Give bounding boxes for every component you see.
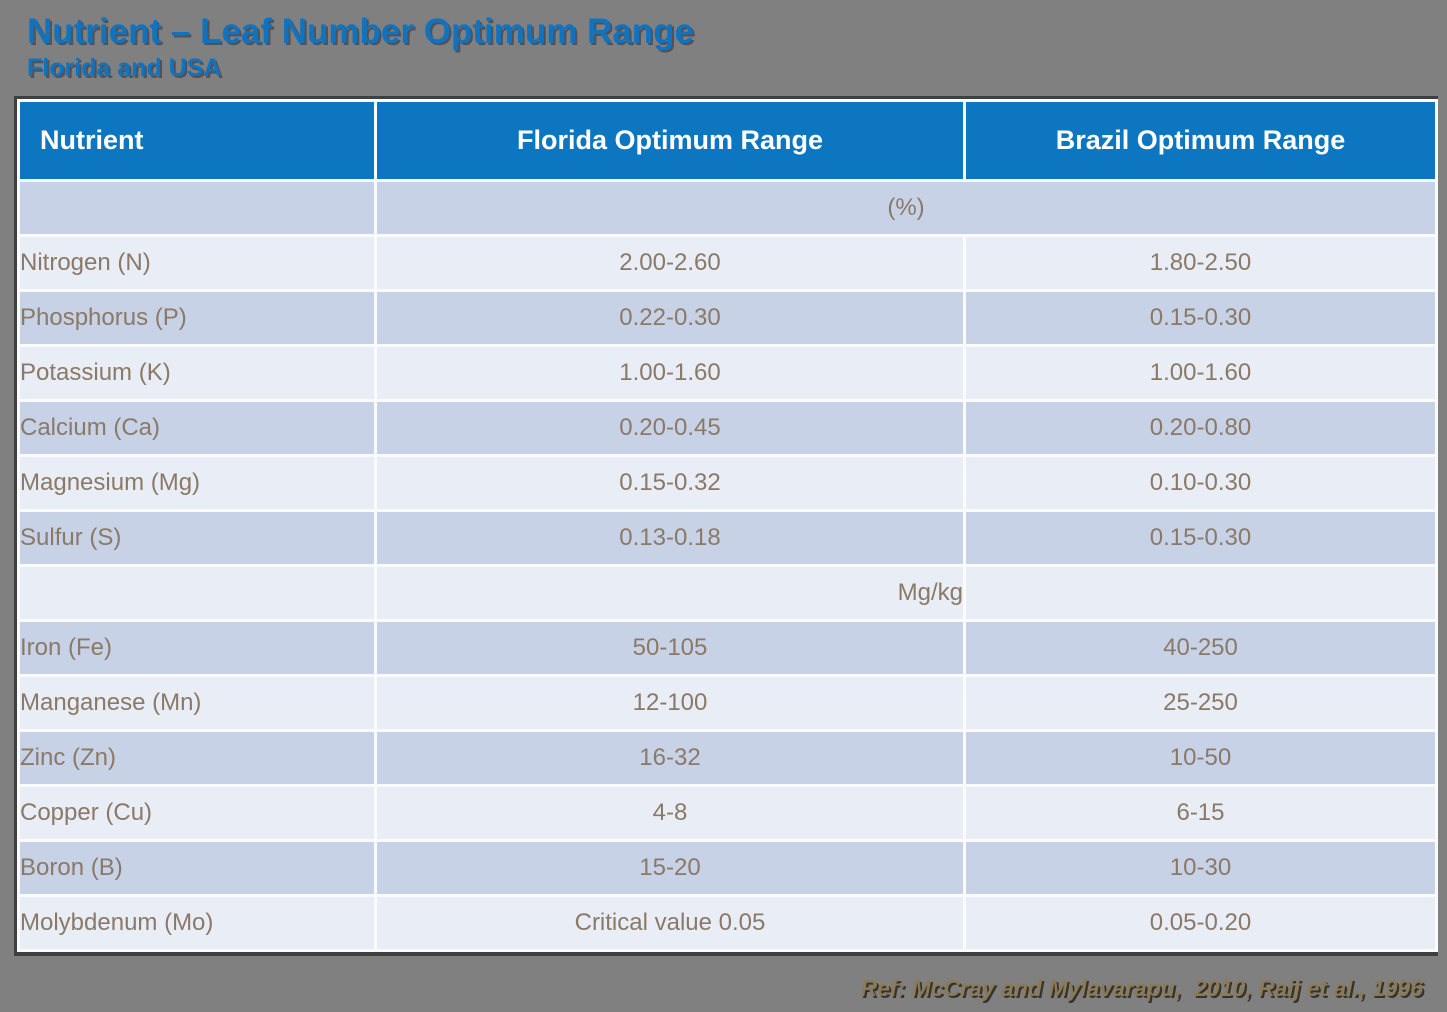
table-row: Zinc (Zn) 16-32 10-50	[20, 732, 1435, 784]
reference-text: Ref: McCray and Mylavarapu, 2010, Raij e…	[860, 975, 1423, 1001]
nutrient-table-body: (%) Nitrogen (N) 2.00-2.60 1.80-2.50 Phospho…	[20, 182, 1435, 949]
unit-label: Mg/kg	[377, 567, 963, 619]
unit-row: Mg/kg	[20, 567, 1435, 619]
title-block: Nutrient – Leaf Number Optimum Range Flo…	[27, 12, 694, 83]
nutrient-cell: Copper (Cu)	[20, 787, 374, 839]
nutrient-cell: Nitrogen (N)	[20, 237, 374, 289]
brazil-value-cell: 10-50	[966, 732, 1435, 784]
unit-row: (%)	[20, 182, 1435, 234]
florida-value-cell: 0.22-0.30	[377, 292, 963, 344]
nutrient-cell: Boron (B)	[20, 842, 374, 894]
brazil-value-cell: 6-15	[966, 787, 1435, 839]
empty-cell	[20, 567, 374, 619]
florida-value-cell: 0.13-0.18	[377, 512, 963, 564]
nutrient-cell: Potassium (K)	[20, 347, 374, 399]
florida-value-cell: 15-20	[377, 842, 963, 894]
brazil-value-cell: 1.00-1.60	[966, 347, 1435, 399]
brazil-value-cell: 0.15-0.30	[966, 292, 1435, 344]
table-row: Magnesium (Mg) 0.15-0.32 0.10-0.30	[20, 457, 1435, 509]
brazil-value-cell: 1.80-2.50	[966, 237, 1435, 289]
nutrient-cell: Manganese (Mn)	[20, 677, 374, 729]
col-header-brazil: Brazil Optimum Range	[966, 102, 1435, 179]
col-header-nutrient: Nutrient	[20, 102, 374, 179]
nutrient-cell: Magnesium (Mg)	[20, 457, 374, 509]
table-row: Manganese (Mn) 12-100 25-250	[20, 677, 1435, 729]
table-row: Calcium (Ca) 0.20-0.45 0.20-0.80	[20, 402, 1435, 454]
table-row: Phosphorus (P) 0.22-0.30 0.15-0.30	[20, 292, 1435, 344]
nutrient-cell: Calcium (Ca)	[20, 402, 374, 454]
nutrient-cell: Molybdenum (Mo)	[20, 897, 374, 949]
nutrient-cell: Phosphorus (P)	[20, 292, 374, 344]
empty-cell	[20, 182, 374, 234]
florida-value-cell: 16-32	[377, 732, 963, 784]
nutrient-cell: Zinc (Zn)	[20, 732, 374, 784]
nutrient-cell: Sulfur (S)	[20, 512, 374, 564]
nutrient-cell: Iron (Fe)	[20, 622, 374, 674]
unit-label: (%)	[377, 182, 1435, 234]
florida-value-cell: 0.20-0.45	[377, 402, 963, 454]
florida-value-cell: 0.15-0.32	[377, 457, 963, 509]
table-row: Nitrogen (N) 2.00-2.60 1.80-2.50	[20, 237, 1435, 289]
florida-value-cell: 4-8	[377, 787, 963, 839]
table-row: Molybdenum (Mo) Critical value 0.05 0.05-0…	[20, 897, 1435, 949]
brazil-value-cell: 25-250	[966, 677, 1435, 729]
brazil-value-cell: 0.05-0.20	[966, 897, 1435, 949]
florida-value-cell: 12-100	[377, 677, 963, 729]
florida-value-cell: 50-105	[377, 622, 963, 674]
nutrient-table: Nutrient Florida Optimum Range Brazil Op…	[14, 96, 1438, 956]
table-row: Boron (B) 15-20 10-30	[20, 842, 1435, 894]
brazil-value-cell: 10-30	[966, 842, 1435, 894]
table-row: Copper (Cu) 4-8 6-15	[20, 787, 1435, 839]
col-header-florida: Florida Optimum Range	[377, 102, 963, 179]
table-row: Iron (Fe) 50-105 40-250	[20, 622, 1435, 674]
page-subtitle: Florida and USA	[27, 54, 222, 82]
table-row: Potassium (K) 1.00-1.60 1.00-1.60	[20, 347, 1435, 399]
brazil-value-cell: 0.15-0.30	[966, 512, 1435, 564]
florida-value-cell: 1.00-1.60	[377, 347, 963, 399]
brazil-value-cell: 0.20-0.80	[966, 402, 1435, 454]
florida-value-cell: 2.00-2.60	[377, 237, 963, 289]
empty-cell	[966, 567, 1435, 619]
table-header-row: Nutrient Florida Optimum Range Brazil Op…	[20, 102, 1435, 179]
brazil-value-cell: 40-250	[966, 622, 1435, 674]
brazil-value-cell: 0.10-0.30	[966, 457, 1435, 509]
florida-value-cell: Critical value 0.05	[377, 897, 963, 949]
page-title: Nutrient – Leaf Number Optimum Range	[27, 12, 695, 51]
table-row: Sulfur (S) 0.13-0.18 0.15-0.30	[20, 512, 1435, 564]
